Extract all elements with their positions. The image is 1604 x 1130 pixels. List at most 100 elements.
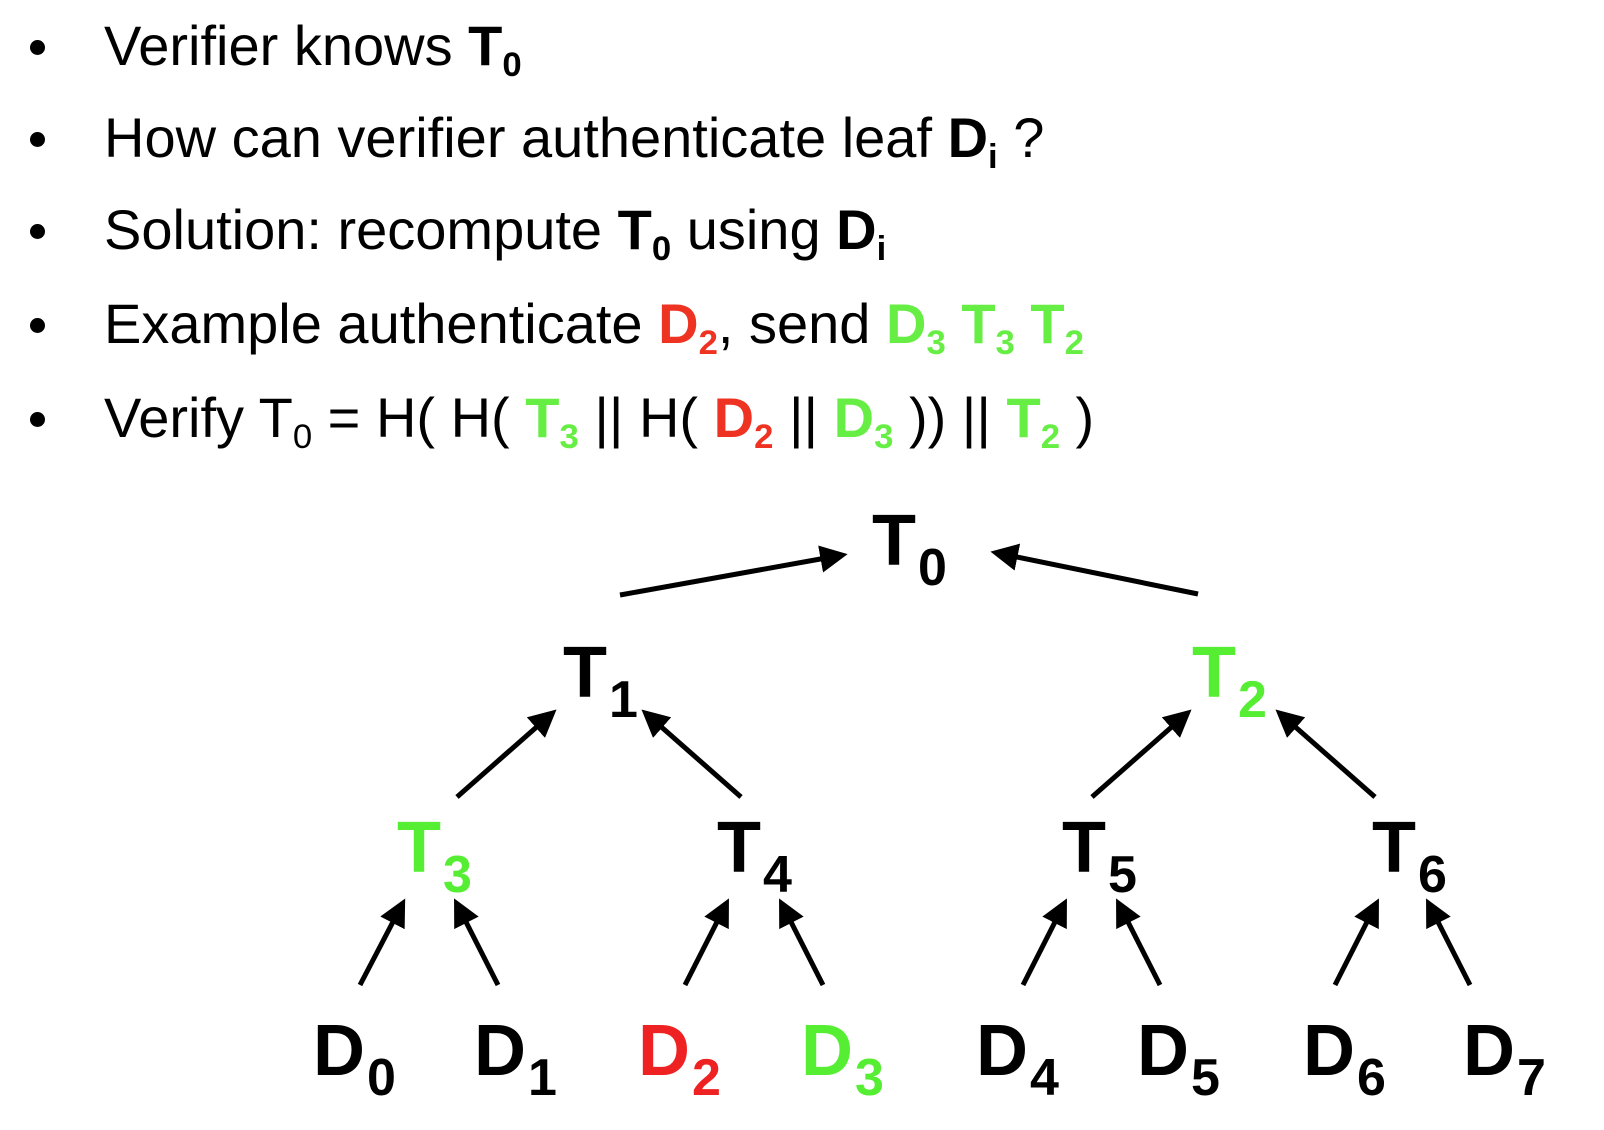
node-letter: D [313, 1011, 365, 1091]
node-index: 4 [763, 846, 792, 904]
edge-d6-to-t6 [1332, 898, 1379, 987]
node-index: 7 [1517, 1049, 1546, 1107]
node-letter: D [1303, 1011, 1355, 1091]
node-t5: T5 [1062, 808, 1137, 904]
edge-t3-to-t1 [455, 709, 557, 799]
subscript: 3 [926, 324, 946, 363]
text-run: How can verifier authenticate leaf [104, 106, 948, 169]
subscript: 3 [995, 324, 1015, 363]
node-letter: T [1372, 808, 1416, 888]
subscript: 2 [1064, 324, 1084, 363]
node-index: 1 [609, 671, 638, 729]
node-d2: D2 [638, 1011, 721, 1107]
node-t6: T6 [1372, 808, 1447, 904]
subscript: 2 [754, 418, 774, 457]
text-run: using [671, 198, 837, 261]
text-run: ? [997, 106, 1045, 169]
node-letter: D [474, 1011, 526, 1091]
text-run: Verifier knows [104, 14, 469, 77]
node-index: 3 [855, 1049, 884, 1107]
node-letter: T [563, 633, 607, 713]
edge-d0-to-t3 [357, 898, 406, 987]
bullet-dot [30, 318, 45, 333]
bullet-text: Solution: recompute T0 using Di [104, 190, 886, 270]
node-d0: D0 [313, 1011, 396, 1107]
text-run: T [617, 198, 652, 261]
bullet-text: Verifier knows T0 [104, 6, 522, 86]
edge-t2-to-t0 [990, 543, 1199, 597]
edge-t4-to-t1 [641, 709, 743, 799]
text-run: D [833, 386, 875, 449]
node-index: 6 [1357, 1049, 1386, 1107]
node-d7: D7 [1463, 1011, 1546, 1107]
subscript: 3 [874, 418, 894, 457]
node-letter: T [1062, 808, 1106, 888]
node-t2: T2 [1192, 633, 1267, 729]
subscript: 0 [502, 46, 522, 85]
node-letter: D [976, 1011, 1028, 1091]
node-t3: T3 [397, 808, 472, 904]
node-d3: D3 [801, 1011, 884, 1107]
bullet-text: Example authenticate D2, send D3 T3 T2 [104, 284, 1084, 364]
node-t0: T0 [872, 501, 947, 597]
text-run: ) [1060, 386, 1095, 449]
subscript: i [988, 138, 998, 177]
node-index: 0 [918, 539, 947, 597]
text-run: T [945, 292, 996, 355]
subscript: i [876, 230, 887, 269]
node-index: 5 [1108, 846, 1137, 904]
edge-d5-to-t5 [1116, 898, 1163, 987]
text-run: = H( H( [312, 386, 526, 449]
node-index: 2 [692, 1049, 721, 1107]
node-letter: D [638, 1011, 690, 1091]
node-letter: D [1137, 1011, 1189, 1091]
node-d1: D1 [474, 1011, 557, 1107]
node-t1: T1 [563, 633, 638, 729]
text-run: || H( [578, 386, 714, 449]
node-d6: D6 [1303, 1011, 1386, 1107]
tree-edges [357, 543, 1473, 987]
edge-t6-to-t2 [1275, 709, 1377, 799]
node-letter: T [872, 501, 916, 581]
node-index: 6 [1418, 846, 1447, 904]
node-index: 2 [1238, 671, 1267, 729]
node-index: 0 [367, 1049, 396, 1107]
node-letter: T [1192, 633, 1236, 713]
edge-d1-to-t3 [454, 898, 501, 987]
text-run: D [886, 292, 927, 355]
edge-t1-to-t0 [619, 545, 848, 598]
bullet-dot [30, 40, 45, 55]
edge-t5-to-t2 [1090, 709, 1192, 799]
text-run: T [525, 386, 560, 449]
subscript: 2 [698, 324, 718, 363]
text-run: T [1006, 386, 1041, 449]
text-run: Solution: recompute [104, 198, 618, 261]
node-letter: T [717, 808, 761, 888]
node-index: 3 [443, 846, 472, 904]
text-run: Example authenticate [104, 292, 659, 355]
bullet-dot [30, 412, 45, 427]
text-run: Verify T [104, 386, 293, 449]
node-index: 1 [528, 1049, 557, 1107]
text-run: T [468, 14, 503, 77]
text-run: , send [717, 292, 886, 355]
node-index: 4 [1030, 1049, 1059, 1107]
text-run: )) || [893, 386, 1007, 449]
text-run: D [836, 198, 877, 261]
node-letter: D [1463, 1011, 1515, 1091]
node-t4: T4 [717, 808, 792, 904]
text-run: D [658, 292, 699, 355]
text-run: || [773, 386, 834, 449]
text-run: D [947, 106, 989, 169]
subscript: 0 [292, 418, 313, 457]
edge-d2-to-t4 [682, 898, 729, 987]
text-run: T [1014, 292, 1065, 355]
subscript: 2 [1040, 418, 1060, 457]
edge-d3-to-t4 [779, 898, 826, 987]
node-letter: T [397, 808, 441, 888]
node-index: 5 [1191, 1049, 1220, 1107]
subscript: 3 [559, 418, 579, 457]
bullet-dot [30, 132, 45, 147]
